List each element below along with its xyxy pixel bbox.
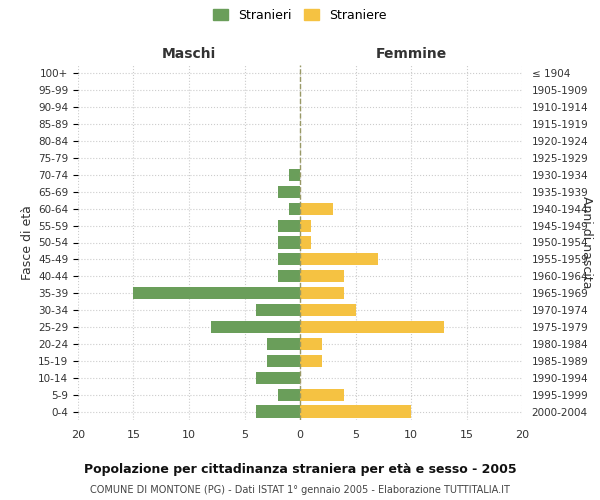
Bar: [256, 304, 300, 316]
Bar: [300, 287, 344, 300]
Bar: [300, 406, 411, 417]
Text: Maschi: Maschi: [162, 48, 216, 62]
Bar: [266, 354, 300, 367]
Bar: [300, 236, 311, 248]
Bar: [256, 372, 300, 384]
Bar: [300, 321, 444, 333]
Bar: [300, 254, 378, 266]
Bar: [278, 220, 300, 232]
Bar: [300, 388, 344, 400]
Bar: [289, 169, 300, 181]
Bar: [300, 338, 322, 350]
Bar: [278, 388, 300, 400]
Legend: Stranieri, Straniere: Stranieri, Straniere: [211, 6, 389, 24]
Bar: [211, 321, 300, 333]
Bar: [300, 304, 355, 316]
Bar: [300, 202, 334, 215]
Y-axis label: Fasce di età: Fasce di età: [21, 205, 34, 280]
Bar: [256, 406, 300, 417]
Bar: [300, 270, 344, 282]
Bar: [278, 236, 300, 248]
Bar: [289, 202, 300, 215]
Bar: [278, 186, 300, 198]
Bar: [300, 220, 311, 232]
Text: Femmine: Femmine: [376, 48, 446, 62]
Bar: [300, 354, 322, 367]
Bar: [266, 338, 300, 350]
Text: Popolazione per cittadinanza straniera per età e sesso - 2005: Popolazione per cittadinanza straniera p…: [83, 462, 517, 475]
Bar: [133, 287, 300, 300]
Text: COMUNE DI MONTONE (PG) - Dati ISTAT 1° gennaio 2005 - Elaborazione TUTTITALIA.IT: COMUNE DI MONTONE (PG) - Dati ISTAT 1° g…: [90, 485, 510, 495]
Bar: [278, 270, 300, 282]
Y-axis label: Anni di nascita: Anni di nascita: [580, 196, 593, 289]
Bar: [278, 254, 300, 266]
